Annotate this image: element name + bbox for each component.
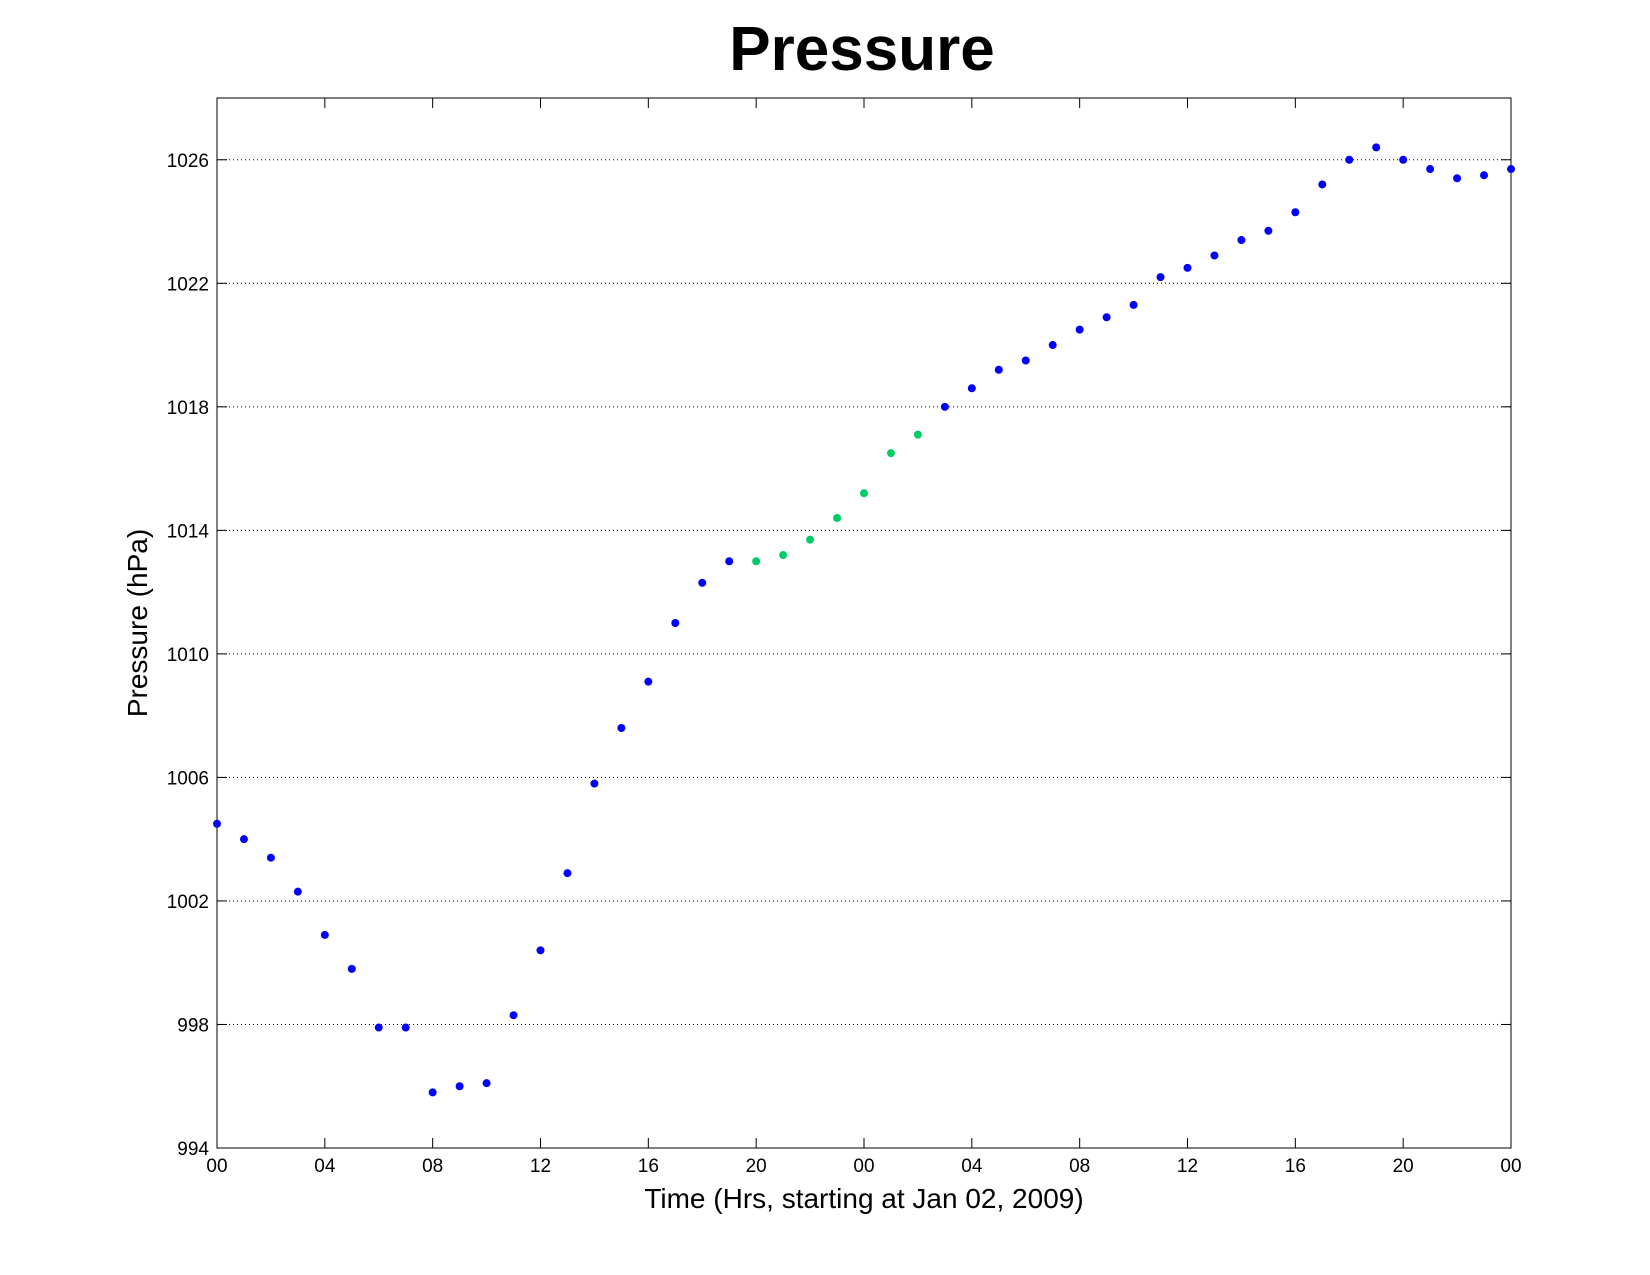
y-tick-label: 1022 xyxy=(167,274,209,295)
data-point xyxy=(1372,143,1381,152)
data-point xyxy=(1318,180,1327,189)
grid-lines xyxy=(217,159,1511,1025)
plot-frame xyxy=(216,97,1512,1149)
data-point xyxy=(725,557,734,566)
data-point xyxy=(1237,236,1246,245)
data-point xyxy=(536,946,545,955)
data-point xyxy=(967,384,976,393)
data-point xyxy=(698,578,707,587)
data-point xyxy=(374,1023,383,1032)
data-point xyxy=(1210,251,1219,260)
data-point xyxy=(1426,165,1435,174)
data-point xyxy=(994,365,1003,374)
y-tick-label: 1018 xyxy=(167,398,209,419)
data-point xyxy=(644,677,653,686)
data-point xyxy=(239,835,248,844)
data-point xyxy=(455,1082,464,1091)
y-tick-label: 1014 xyxy=(167,521,210,542)
x-tick-label: 12 xyxy=(1177,1156,1198,1177)
data-point xyxy=(563,869,572,878)
data-point xyxy=(617,724,626,732)
y-axis-label: Pressure (hPa) xyxy=(122,529,153,717)
data-point xyxy=(1129,300,1138,309)
x-tick-label: 04 xyxy=(961,1156,983,1177)
data-point xyxy=(1453,174,1462,183)
axis-ticks xyxy=(216,98,1512,1149)
x-tick-label: 00 xyxy=(1500,1156,1521,1177)
data-point xyxy=(1102,313,1111,322)
x-tick-label: 00 xyxy=(853,1156,874,1177)
x-tick-label: 04 xyxy=(314,1156,336,1177)
y-tick-label: 1006 xyxy=(167,768,209,789)
y-tick-label: 1002 xyxy=(167,892,209,913)
data-point xyxy=(752,557,761,566)
data-point xyxy=(806,535,815,544)
data-point xyxy=(886,449,895,458)
x-tick-label: 16 xyxy=(1285,1156,1306,1177)
data-point xyxy=(1048,341,1057,350)
data-point xyxy=(1264,226,1273,235)
x-tick-label: 20 xyxy=(746,1156,767,1177)
x-tick-labels: 00 04 08 12 16 20 00 04 08 12 16 20 00 xyxy=(206,1156,1521,1177)
data-point xyxy=(913,430,922,439)
data-point xyxy=(779,551,788,560)
y-tick-label: 994 xyxy=(177,1139,209,1160)
data-point xyxy=(1183,263,1192,272)
data-point xyxy=(1480,171,1489,180)
x-tick-label: 08 xyxy=(1069,1156,1090,1177)
data-point xyxy=(671,619,680,627)
data-point xyxy=(482,1079,491,1088)
data-point xyxy=(428,1088,437,1097)
x-tick-label: 20 xyxy=(1393,1156,1414,1177)
y-tick-label: 1026 xyxy=(167,151,209,172)
y-tick-label: 1010 xyxy=(167,645,209,666)
x-tick-label: 16 xyxy=(638,1156,659,1177)
data-point xyxy=(213,819,221,828)
data-point xyxy=(266,853,275,862)
y-tick-labels: 994 998 1002 1006 1010 1014 1018 1022 1026 xyxy=(167,151,210,1160)
x-tick-label: 00 xyxy=(206,1156,227,1177)
data-point xyxy=(347,964,356,973)
data-point xyxy=(1345,155,1354,164)
data-point xyxy=(860,489,868,498)
data-point xyxy=(1291,208,1300,217)
data-point xyxy=(1021,356,1030,365)
data-point xyxy=(1507,165,1515,174)
x-axis-label: Time (Hrs, starting at Jan 02, 2009) xyxy=(644,1183,1083,1214)
data-point xyxy=(940,402,949,411)
data-point xyxy=(833,514,842,522)
data-points xyxy=(213,143,1515,1097)
x-tick-label: 08 xyxy=(422,1156,443,1177)
x-tick-label: 12 xyxy=(530,1156,551,1177)
data-point xyxy=(293,887,302,896)
data-point xyxy=(590,779,599,788)
data-point xyxy=(401,1023,410,1032)
data-point xyxy=(1075,325,1084,334)
data-point xyxy=(320,930,329,939)
data-point xyxy=(1156,273,1165,282)
y-tick-label: 998 xyxy=(177,1015,209,1036)
data-point xyxy=(1399,155,1408,164)
data-point xyxy=(509,1011,518,1020)
chart-title: Pressure xyxy=(729,15,994,84)
